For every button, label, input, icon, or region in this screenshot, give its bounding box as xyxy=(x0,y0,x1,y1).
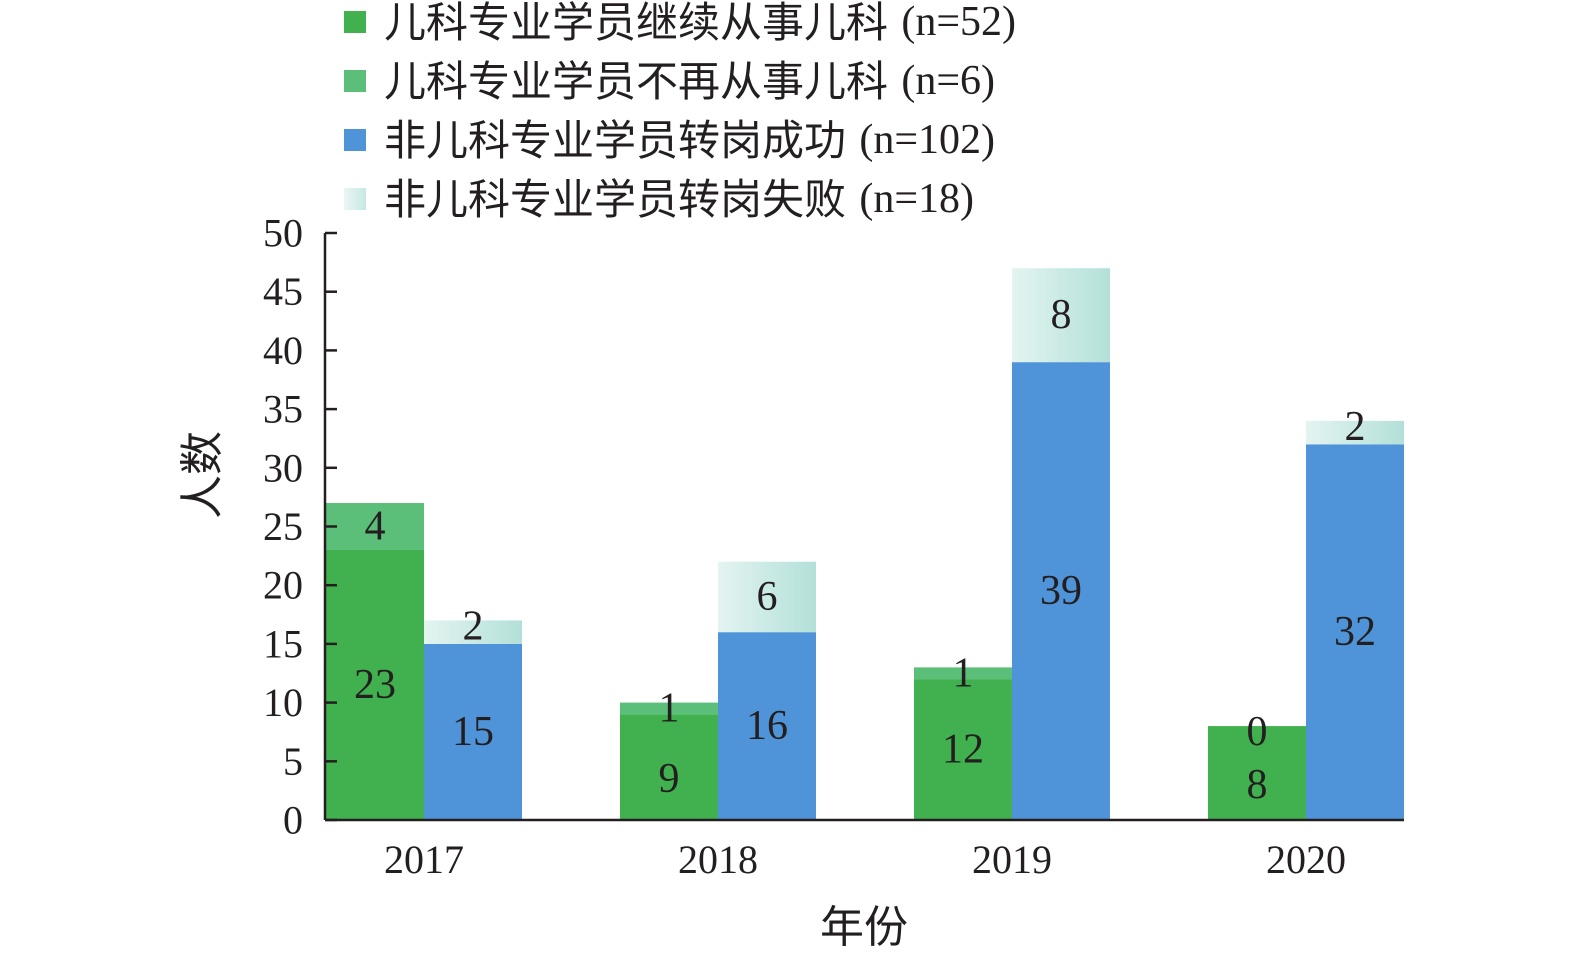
data-label: 39 xyxy=(1040,568,1082,614)
y-tick-label: 30 xyxy=(263,445,303,490)
bar-segment xyxy=(1306,420,1404,445)
y-tick-label: 40 xyxy=(263,328,303,373)
legend-label: 非儿科专业学员转岗成功 (n=102) xyxy=(384,116,995,165)
x-tick-label: 2019 xyxy=(972,837,1052,882)
bar-segment xyxy=(1012,268,1110,363)
data-label: 6 xyxy=(757,574,778,620)
data-label: 12 xyxy=(942,727,984,773)
data-label: 0 xyxy=(1247,709,1268,755)
data-label: 2 xyxy=(1345,404,1366,450)
legend-swatch xyxy=(344,188,366,210)
data-labels: 23 4 15 2 9 1 16 6 12 1 39 8 8 0 32 2 xyxy=(354,292,1376,808)
y-tick-label: 35 xyxy=(263,387,303,432)
bar-segment xyxy=(326,549,424,820)
bar-segment xyxy=(1012,362,1110,820)
bar-segment xyxy=(424,643,522,820)
y-tick-label: 45 xyxy=(263,269,303,314)
legend-swatch xyxy=(344,11,366,33)
data-label: 4 xyxy=(365,504,386,550)
bar-segment xyxy=(718,561,816,633)
y-tick-label: 10 xyxy=(263,680,303,725)
x-axis-title: 年份 xyxy=(820,902,908,953)
legend-label: 儿科专业学员继续从事儿科 (n=52) xyxy=(384,0,1016,47)
y-tick-label: 15 xyxy=(263,621,303,666)
legend-label: 儿科专业学员不再从事儿科 (n=6) xyxy=(384,57,995,106)
legend-swatch xyxy=(344,129,366,151)
y-axis-title: 人数 xyxy=(177,431,228,519)
bar-segment xyxy=(914,667,1012,680)
bars xyxy=(326,268,1404,820)
data-label: 32 xyxy=(1334,609,1376,655)
data-label: 9 xyxy=(659,756,680,802)
data-label: 1 xyxy=(659,686,680,732)
bar-segment xyxy=(424,620,522,644)
bar-segment xyxy=(620,702,718,715)
legend: 儿科专业学员继续从事儿科 (n=52) 儿科专业学员不再从事儿科 (n=6) 非儿科… xyxy=(344,0,1016,224)
y-tick-label: 0 xyxy=(283,798,303,843)
x-tick-label: 2017 xyxy=(384,837,464,882)
legend-swatch xyxy=(344,70,366,92)
data-label: 2 xyxy=(463,603,484,649)
data-label: 15 xyxy=(452,709,494,755)
bar-segment xyxy=(1306,444,1404,820)
y-tick-label: 50 xyxy=(263,211,303,256)
data-label: 16 xyxy=(746,703,788,749)
y-tick-label: 25 xyxy=(263,504,303,549)
x-tick-label: 2020 xyxy=(1266,837,1346,882)
bar-segment xyxy=(914,679,1012,820)
bar-segment xyxy=(718,632,816,820)
bar-segment xyxy=(1208,726,1306,820)
data-label: 23 xyxy=(354,662,396,708)
bar-segment xyxy=(326,503,424,550)
y-tick-label: 20 xyxy=(263,563,303,608)
y-tick-label: 5 xyxy=(283,739,303,784)
data-label: 1 xyxy=(953,650,974,696)
bar-segment xyxy=(620,714,718,820)
data-label: 8 xyxy=(1051,292,1072,338)
data-label: 8 xyxy=(1247,762,1268,808)
legend-label: 非儿科专业学员转岗失败 (n=18) xyxy=(384,175,974,224)
x-tick-label: 2018 xyxy=(678,837,758,882)
